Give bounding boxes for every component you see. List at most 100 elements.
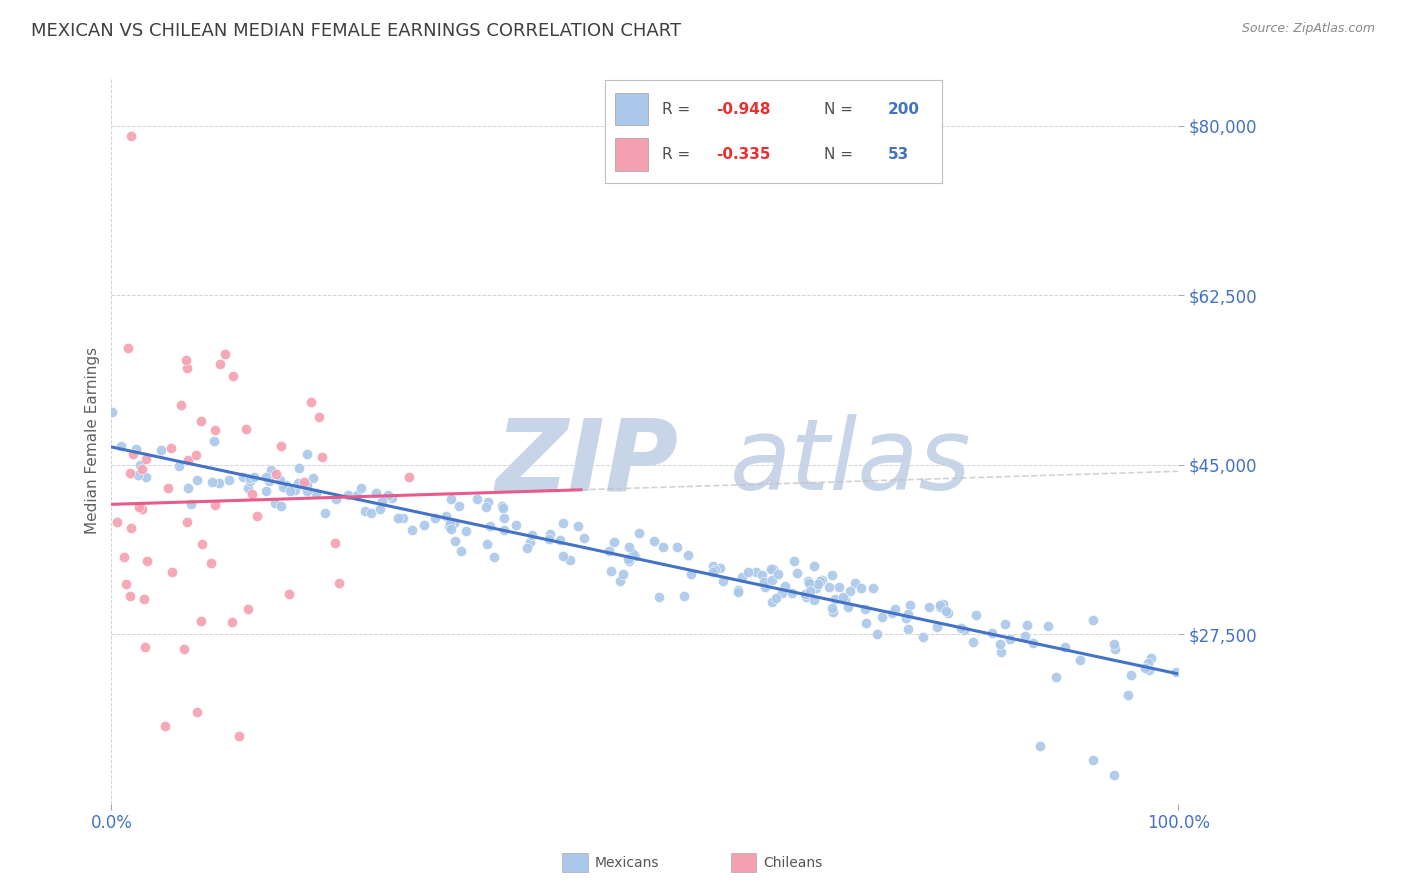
Point — [1118, 689, 1140, 703]
Point — [927, 620, 949, 634]
Point — [222, 369, 245, 384]
Point — [477, 537, 499, 551]
Point — [301, 471, 323, 485]
Point — [782, 586, 804, 600]
Point — [761, 595, 783, 609]
Point — [807, 576, 830, 591]
Text: Source: ZipAtlas.com: Source: ZipAtlas.com — [1241, 22, 1375, 36]
Point — [761, 562, 783, 576]
Point — [278, 587, 301, 601]
Point — [673, 589, 696, 603]
Point — [623, 549, 645, 563]
Point — [350, 481, 373, 495]
Point — [731, 569, 754, 583]
Point — [112, 550, 135, 565]
Point — [173, 642, 195, 657]
Point — [434, 509, 457, 524]
Point — [617, 552, 640, 566]
Y-axis label: Median Female Earnings: Median Female Earnings — [86, 347, 100, 534]
Point — [292, 475, 315, 490]
Text: MEXICAN VS CHILEAN MEDIAN FEMALE EARNINGS CORRELATION CHART: MEXICAN VS CHILEAN MEDIAN FEMALE EARNING… — [31, 22, 681, 40]
Point — [676, 548, 699, 562]
Point — [208, 475, 231, 490]
Point — [492, 500, 515, 515]
Point — [896, 611, 918, 625]
Point — [131, 502, 153, 516]
Point — [153, 719, 176, 733]
Point — [228, 729, 250, 743]
Point — [254, 470, 277, 484]
Point — [190, 414, 212, 428]
Text: R =: R = — [662, 102, 695, 117]
Point — [308, 409, 330, 424]
Point — [837, 600, 859, 615]
Point — [839, 583, 862, 598]
Point — [176, 515, 198, 529]
Point — [1081, 753, 1104, 767]
Point — [305, 486, 328, 500]
Point — [599, 564, 621, 578]
Point — [117, 341, 139, 355]
Point — [492, 511, 515, 525]
Point — [236, 601, 259, 615]
Point — [981, 626, 1004, 640]
Point — [221, 615, 243, 629]
Point — [1045, 670, 1067, 684]
Point — [794, 587, 817, 601]
Point — [287, 475, 309, 490]
Point — [114, 577, 136, 591]
Point — [665, 541, 688, 555]
Point — [264, 496, 287, 510]
Point — [770, 585, 793, 599]
Point — [120, 466, 142, 480]
Point — [236, 481, 259, 495]
Point — [360, 506, 382, 520]
Point — [110, 439, 132, 453]
Point — [443, 516, 465, 530]
Point — [994, 616, 1017, 631]
Point — [484, 549, 506, 564]
Point — [387, 510, 409, 524]
Point — [505, 518, 527, 533]
Point — [643, 533, 665, 548]
Point — [201, 475, 224, 489]
Point — [794, 591, 817, 605]
Point — [988, 636, 1011, 650]
Point — [325, 491, 347, 506]
Point — [897, 622, 920, 636]
Point — [962, 635, 984, 649]
Point — [627, 526, 650, 541]
Point — [1028, 739, 1050, 753]
Point — [121, 447, 143, 461]
Point — [160, 565, 183, 579]
Point — [456, 524, 478, 538]
Point — [377, 488, 399, 502]
Point — [745, 566, 768, 580]
Point — [354, 504, 377, 518]
Point — [651, 540, 673, 554]
Point — [761, 573, 783, 587]
Point — [186, 705, 208, 719]
Text: Mexicans: Mexicans — [595, 855, 659, 870]
Point — [912, 630, 935, 644]
Point — [278, 484, 301, 499]
Point — [603, 534, 626, 549]
Point — [401, 523, 423, 537]
Point — [186, 474, 208, 488]
Point — [862, 581, 884, 595]
Point — [820, 568, 842, 582]
Point — [232, 470, 254, 484]
Point — [727, 585, 749, 599]
Point — [440, 492, 463, 507]
Point — [105, 516, 128, 530]
Point — [806, 581, 828, 595]
Point — [120, 521, 142, 535]
Point — [284, 483, 307, 498]
Point — [727, 583, 749, 598]
Point — [609, 574, 631, 588]
Point — [190, 537, 212, 551]
Point — [810, 574, 832, 588]
Point — [516, 541, 538, 555]
Text: 53: 53 — [889, 146, 910, 161]
Point — [803, 558, 825, 573]
